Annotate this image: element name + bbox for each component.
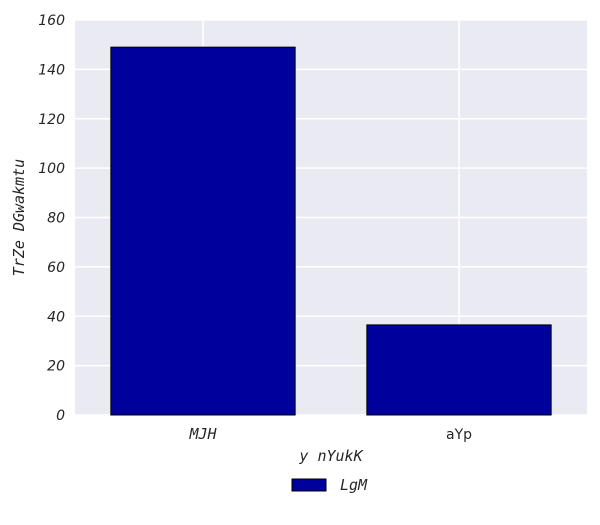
y-tick-label: 100: [38, 161, 65, 177]
y-tick-label: 80: [47, 211, 65, 227]
y-tick-label: 0: [56, 408, 65, 424]
legend-label: LgM: [340, 476, 368, 494]
y-tick-label: 120: [38, 112, 65, 128]
y-axis-label: TrZe DGwakmtu: [10, 159, 28, 276]
bars: [110, 46, 552, 416]
bar-MJH: [110, 46, 296, 416]
y-axis-ticks: 0 20 40 60 80 100 120 140 160: [38, 13, 65, 424]
x-axis-label: y nYukK: [298, 447, 363, 465]
bar-aYp: [366, 324, 552, 416]
x-tick-label: aYp: [446, 427, 472, 443]
x-tick-label: MJH: [188, 425, 217, 443]
y-tick-label: 140: [38, 62, 65, 78]
legend-swatch: [291, 478, 327, 492]
y-tick-label: 40: [47, 309, 65, 325]
y-tick-label: 160: [38, 13, 65, 29]
y-tick-label: 20: [47, 359, 65, 375]
legend: LgM: [291, 476, 368, 494]
x-axis-ticks: MJH aYp: [188, 425, 472, 443]
y-tick-label: 60: [47, 260, 65, 276]
